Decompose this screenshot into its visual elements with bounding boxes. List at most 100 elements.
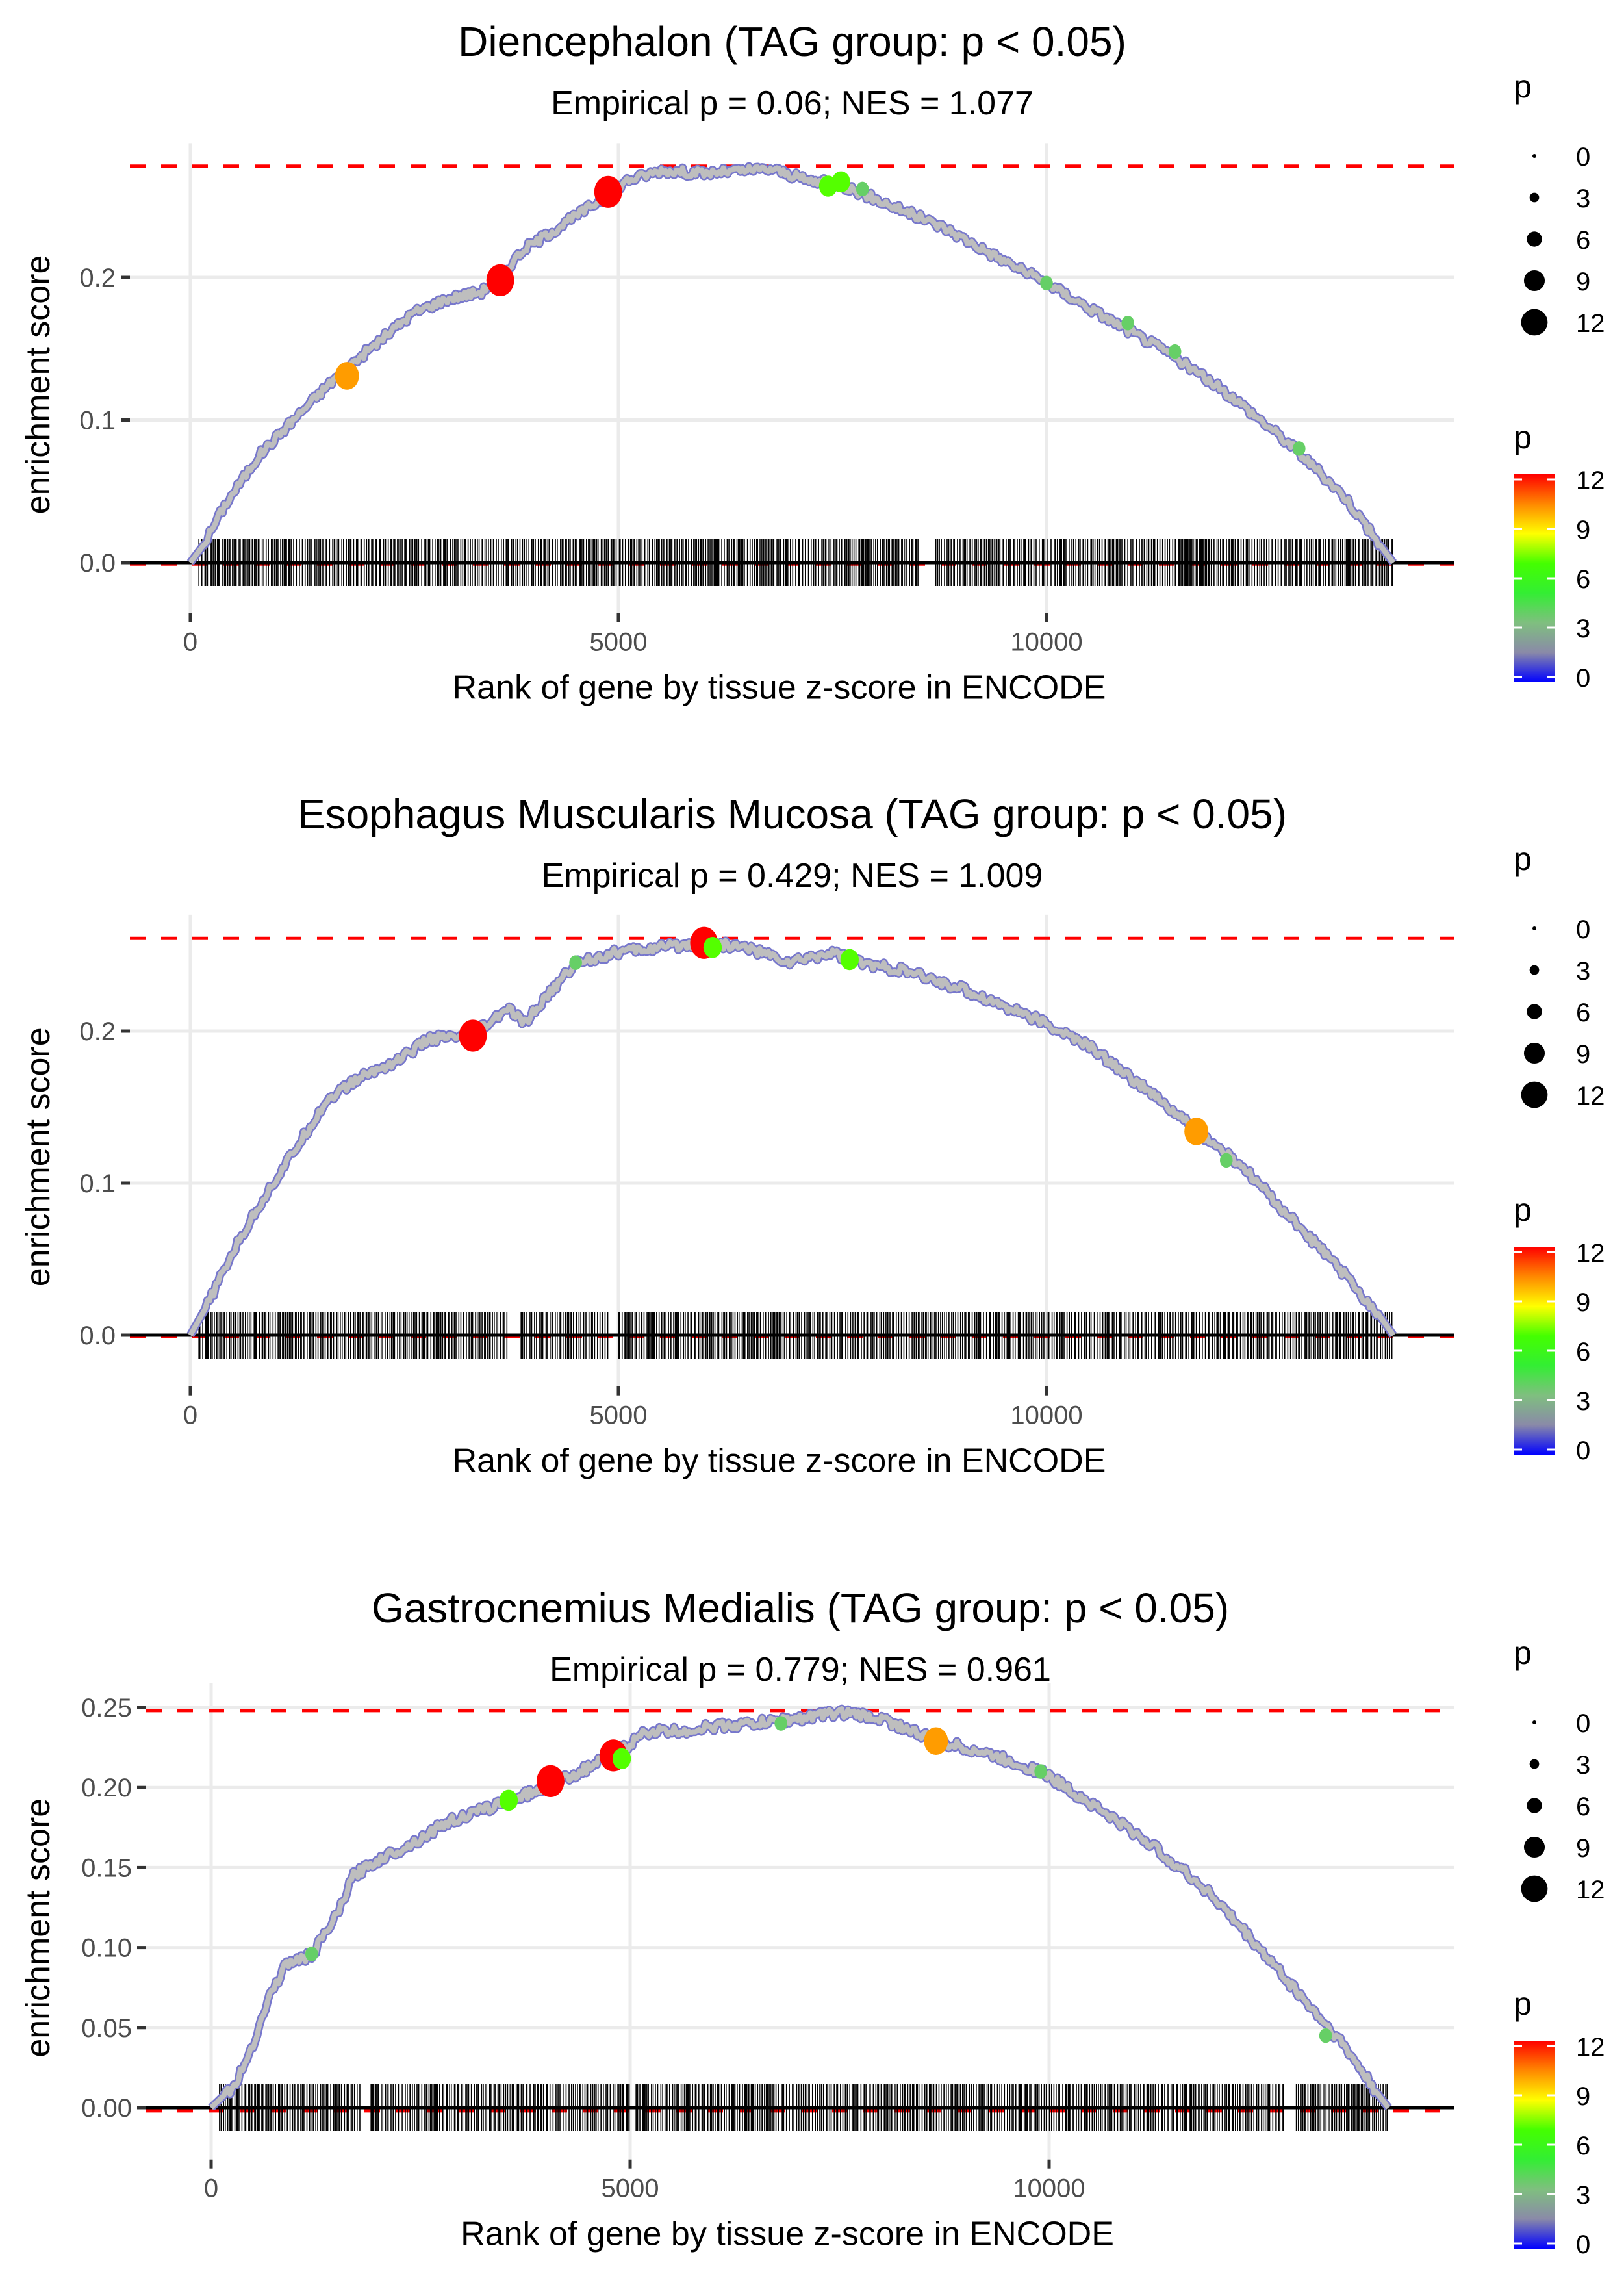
x-tick-label: 10000 xyxy=(1010,628,1082,657)
panel-3: Gastrocnemius Medialis (TAG group: p < 0… xyxy=(19,1585,1605,2259)
gene-point xyxy=(840,949,859,971)
gene-point xyxy=(1040,275,1053,291)
x-tick-label: 5000 xyxy=(590,628,648,657)
x-axis-title: Rank of gene by tissue z-score in ENCODE xyxy=(453,1442,1106,1480)
y-tick-label: 0.15 xyxy=(81,1854,132,1882)
size-legend-dot xyxy=(1527,231,1542,247)
chart-title: Gastrocnemius Medialis (TAG group: p < 0… xyxy=(372,1585,1229,1631)
panel-1: Diencephalon (TAG group: p < 0.05) Empiri… xyxy=(19,18,1605,707)
gene-point xyxy=(594,175,622,208)
color-bar-label: 3 xyxy=(1576,615,1590,643)
size-legend-label: 3 xyxy=(1576,1751,1590,1780)
size-legend-dot xyxy=(1532,926,1536,930)
y-axis-title: enrichment score xyxy=(19,255,57,515)
color-legend-title: p xyxy=(1514,1192,1532,1228)
x-tick-label: 0 xyxy=(183,1401,197,1430)
size-legend-dot xyxy=(1529,965,1540,975)
size-legend-label: 9 xyxy=(1576,1040,1590,1069)
color-bar-label: 9 xyxy=(1576,516,1590,544)
color-bar-label: 12 xyxy=(1576,1239,1605,1268)
color-bar-label: 6 xyxy=(1576,1338,1590,1366)
gene-point xyxy=(1219,1153,1233,1168)
y-tick-label: 0.1 xyxy=(79,1169,116,1198)
gene-point xyxy=(1034,1764,1047,1779)
size-legend-title: p xyxy=(1514,841,1532,877)
size-legend-dot xyxy=(1532,154,1536,158)
size-legend-label: 0 xyxy=(1576,915,1590,944)
size-legend-dot xyxy=(1521,1081,1548,1108)
gene-point xyxy=(924,1727,948,1756)
size-legend-label: 0 xyxy=(1576,143,1590,172)
y-tick-label: 0.10 xyxy=(81,1934,132,1963)
gene-point xyxy=(1293,441,1306,456)
gene-point xyxy=(486,264,514,297)
y-tick-label: 0.2 xyxy=(79,264,116,292)
x-tick-label: 10000 xyxy=(1010,1401,1082,1430)
gene-point xyxy=(703,937,722,958)
gene-point xyxy=(537,1765,565,1797)
size-legend-label: 6 xyxy=(1576,226,1590,255)
panel-2: Esophagus Muscularis Mucosa (TAG group: … xyxy=(19,791,1605,1480)
gene-point xyxy=(335,362,359,390)
color-bar-label: 9 xyxy=(1576,1288,1590,1317)
gene-point xyxy=(569,955,582,970)
size-legend-label: 9 xyxy=(1576,1834,1590,1863)
y-tick-label: 0.25 xyxy=(81,1694,132,1722)
size-legend-dot xyxy=(1523,270,1545,292)
chart-subtitle: Empirical p = 0.06; NES = 1.077 xyxy=(551,84,1034,122)
gene-point xyxy=(1121,315,1135,331)
color-bar-label: 6 xyxy=(1576,2132,1590,2160)
y-tick-label: 0.0 xyxy=(79,549,116,578)
chart-subtitle: Empirical p = 0.779; NES = 0.961 xyxy=(550,1651,1051,1689)
color-bar-label: 3 xyxy=(1576,1387,1590,1416)
color-bar-label: 0 xyxy=(1576,1437,1590,1465)
es-curve xyxy=(209,1706,1391,2110)
x-tick-label: 0 xyxy=(204,2175,218,2203)
gene-point xyxy=(856,181,869,197)
size-legend-label: 0 xyxy=(1576,1709,1590,1738)
gene-point xyxy=(305,1947,318,1961)
size-legend-dot xyxy=(1523,1042,1545,1064)
x-tick-label: 5000 xyxy=(602,2175,659,2203)
chart-title: Diencephalon (TAG group: p < 0.05) xyxy=(458,18,1126,65)
size-legend-label: 3 xyxy=(1576,957,1590,986)
gene-point xyxy=(1184,1118,1209,1145)
color-bar-label: 12 xyxy=(1576,466,1605,495)
size-legend-label: 12 xyxy=(1576,1082,1605,1110)
y-tick-label: 0.0 xyxy=(79,1322,116,1350)
color-legend-title: p xyxy=(1514,1986,1532,2022)
es-curve xyxy=(188,938,1396,1337)
y-tick-label: 0.05 xyxy=(81,2014,132,2043)
size-legend-label: 9 xyxy=(1576,268,1590,296)
x-tick-label: 0 xyxy=(183,628,197,657)
gene-point xyxy=(831,171,850,193)
size-legend-title: p xyxy=(1514,68,1532,105)
gene-point xyxy=(612,1748,631,1770)
size-legend-dot xyxy=(1523,1836,1545,1858)
size-legend-label: 12 xyxy=(1576,309,1605,338)
es-curve-outline xyxy=(186,162,1397,565)
size-legend-dot xyxy=(1529,1759,1540,1769)
size-legend-label: 3 xyxy=(1576,185,1590,213)
size-legend-label: 12 xyxy=(1576,1876,1605,1904)
gene-point xyxy=(1168,344,1182,359)
x-axis-title: Rank of gene by tissue z-score in ENCODE xyxy=(461,2216,1114,2253)
size-legend-dot xyxy=(1532,1720,1536,1724)
es-curve xyxy=(188,164,1395,565)
chart-title: Esophagus Muscularis Mucosa (TAG group: … xyxy=(298,791,1287,837)
es-curve-outline xyxy=(186,936,1397,1338)
color-bar-label: 9 xyxy=(1576,2082,1590,2111)
chart-subtitle: Empirical p = 0.429; NES = 1.009 xyxy=(542,857,1043,895)
x-axis-title: Rank of gene by tissue z-score in ENCODE xyxy=(453,669,1106,707)
color-bar-label: 12 xyxy=(1576,2033,1605,2062)
color-bar-label: 0 xyxy=(1576,664,1590,693)
size-legend-dot xyxy=(1521,1875,1548,1902)
size-legend-title: p xyxy=(1514,1635,1532,1671)
color-bar-label: 3 xyxy=(1576,2181,1590,2210)
x-tick-label: 10000 xyxy=(1013,2175,1085,2203)
size-legend-dot xyxy=(1527,1004,1542,1019)
size-legend-dot xyxy=(1521,309,1548,336)
size-legend-label: 6 xyxy=(1576,1793,1590,1821)
x-tick-label: 5000 xyxy=(590,1401,648,1430)
